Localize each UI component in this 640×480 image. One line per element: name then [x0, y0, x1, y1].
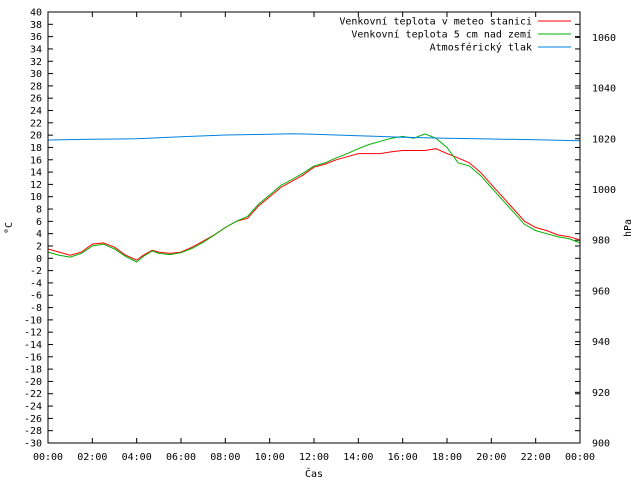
- y-tick-label: -26: [24, 414, 42, 425]
- y2-tick-label: 1000: [592, 185, 616, 196]
- y-tick-label: -20: [24, 377, 42, 388]
- y-tick-label: 26: [30, 94, 42, 105]
- y-tick-label: 6: [36, 217, 42, 228]
- x-tick-label: 10:00: [255, 452, 285, 463]
- y-tick-label: -4: [30, 278, 42, 289]
- y-tick-label: 12: [30, 180, 42, 191]
- legend-label: Venkovní teplota v meteo stanici: [339, 16, 532, 28]
- y2-tick-label: 1040: [592, 84, 616, 95]
- y-tick-label: 20: [30, 131, 42, 142]
- y-tick-label: 34: [30, 44, 42, 55]
- y2-tick-label: 980: [592, 236, 610, 247]
- y-tick-label: 30: [30, 69, 42, 80]
- x-tick-label: 12:00: [299, 452, 329, 463]
- x-tick-label: 00:00: [33, 452, 63, 463]
- x-tick-label: 18:00: [432, 452, 462, 463]
- y-tick-label: 10: [30, 192, 42, 203]
- y-tick-label: 38: [30, 20, 42, 31]
- x-axis-label: Čas: [305, 467, 323, 480]
- y-tick-label: -14: [24, 340, 42, 351]
- series-line: [47, 133, 581, 142]
- y-tick-label: -24: [24, 402, 42, 413]
- x-tick-label: 14:00: [343, 452, 373, 463]
- y-tick-label: 32: [30, 57, 42, 68]
- y2-tick-label: 940: [592, 337, 610, 348]
- x-axis: 00:00 02:00 04:00 06:00 08:00 10:00 12:00 14:00…: [33, 12, 595, 463]
- x-tick-label: 04:00: [122, 452, 152, 463]
- y-tick-label: 24: [30, 106, 42, 117]
- x-tick-label: 20:00: [476, 452, 506, 463]
- x-tick-label: 08:00: [210, 452, 240, 463]
- y-tick-label: 0: [36, 254, 42, 265]
- y2-axis-label: hPa: [623, 219, 634, 237]
- series-layer: [47, 133, 581, 263]
- series-line: [47, 148, 581, 261]
- y2-tick-label: 1020: [592, 134, 616, 145]
- y-tick-label: -16: [24, 352, 42, 363]
- y-axis-label: °C: [4, 222, 15, 234]
- x-tick-label: 02:00: [77, 452, 107, 463]
- y2-tick-label: 960: [592, 286, 610, 297]
- x-tick-label: 16:00: [388, 452, 418, 463]
- y-axis-left: -30-28-26-24-22-20-18-16-14-12-10-8-6-4-…: [24, 8, 580, 450]
- legend-label: Atmosférický tlak: [430, 42, 532, 54]
- y-tick-label: 18: [30, 143, 42, 154]
- y-tick-label: 4: [36, 229, 42, 240]
- y-tick-label: -12: [24, 328, 42, 339]
- y2-tick-label: 920: [592, 388, 610, 399]
- y2-tick-label: 1060: [592, 33, 616, 44]
- y2-tick-label: 900: [592, 439, 610, 450]
- y-tick-label: -10: [24, 315, 42, 326]
- series-line: [47, 133, 581, 263]
- y-tick-label: 14: [30, 168, 42, 179]
- y-tick-label: 28: [30, 81, 42, 92]
- y-axis-right: 900 920 940 960 980 1000 1020 1040 1060: [575, 33, 616, 450]
- y-tick-label: 2: [36, 241, 42, 252]
- y-tick-label: -22: [24, 389, 42, 400]
- x-tick-label: 00:00: [565, 452, 595, 463]
- y-tick-label: 40: [30, 8, 42, 19]
- y-tick-label: 22: [30, 118, 42, 129]
- y-tick-label: -18: [24, 365, 42, 376]
- legend-label: Venkovní teplota 5 cm nad zemí: [351, 29, 532, 41]
- y-tick-label: -2: [30, 266, 42, 277]
- y-tick-label: -30: [24, 439, 42, 450]
- legend: Venkovní teplota v meteo staniciVenkovní…: [339, 16, 571, 54]
- y-tick-label: 16: [30, 155, 42, 166]
- y-tick-label: -6: [30, 291, 42, 302]
- x-tick-label: 22:00: [521, 452, 551, 463]
- y-tick-label: 8: [36, 205, 42, 216]
- y-tick-label: -8: [30, 303, 42, 314]
- x-tick-label: 06:00: [166, 452, 196, 463]
- y-tick-label: -28: [24, 426, 42, 437]
- y-tick-label: 36: [30, 32, 42, 43]
- plot-frame: [47, 11, 581, 444]
